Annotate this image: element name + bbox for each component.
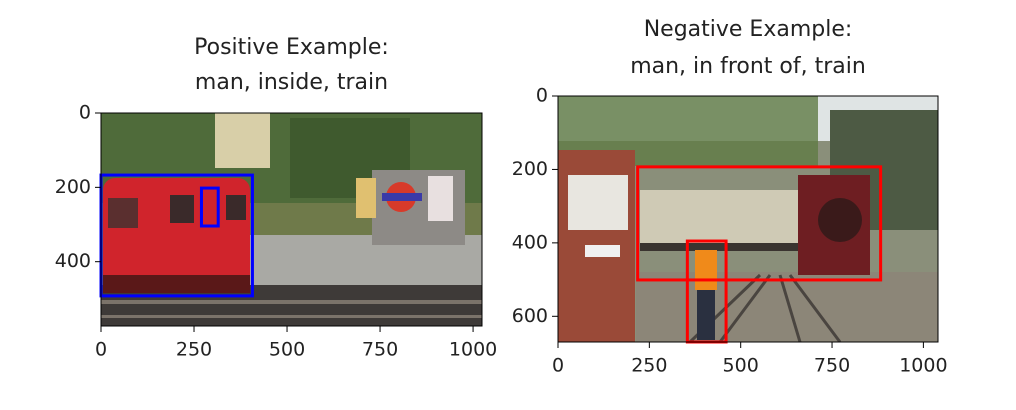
axes-frame bbox=[557, 95, 939, 343]
y-tick-label: 0 bbox=[536, 85, 548, 107]
x-tick-label: 1000 bbox=[899, 355, 947, 377]
chart-title: Negative Example: bbox=[644, 17, 853, 42]
y-tick-label: 600 bbox=[512, 305, 548, 327]
x-tick-label: 250 bbox=[176, 339, 212, 361]
x-tick-label: 500 bbox=[269, 339, 305, 361]
x-tick-label: 0 bbox=[95, 339, 107, 361]
y-tick-label: 0 bbox=[79, 102, 91, 124]
x-tick-label: 250 bbox=[631, 355, 667, 377]
photo bbox=[101, 113, 482, 326]
bounding-box bbox=[636, 165, 883, 282]
chart-title: man, inside, train bbox=[195, 70, 388, 95]
x-tick-label: 750 bbox=[362, 339, 398, 361]
x-tick-label: 0 bbox=[552, 355, 564, 377]
chart-title: man, in front of, train bbox=[630, 54, 866, 79]
y-tick-label: 400 bbox=[512, 231, 548, 253]
bounding-box bbox=[199, 186, 220, 228]
chart-title: Positive Example: bbox=[194, 35, 389, 60]
x-tick-label: 750 bbox=[814, 355, 850, 377]
photo bbox=[558, 96, 938, 342]
y-tick-label: 400 bbox=[55, 250, 91, 272]
y-tick-label: 200 bbox=[512, 158, 548, 180]
y-tick-label: 200 bbox=[55, 176, 91, 198]
axes-frame bbox=[100, 112, 483, 327]
x-tick-label: 500 bbox=[723, 355, 759, 377]
x-tick-label: 1000 bbox=[449, 339, 497, 361]
